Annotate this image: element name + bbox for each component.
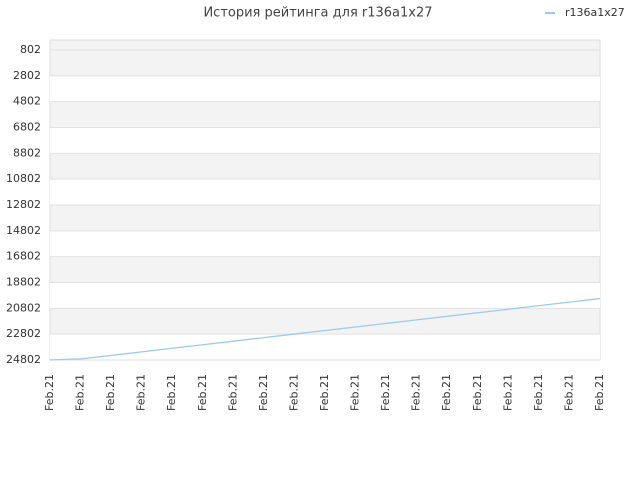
y-tick-label: 20802 <box>6 301 41 314</box>
x-tick-label: Feb.21 <box>104 374 117 411</box>
x-tick-label: Feb.21 <box>532 374 545 411</box>
grid-band <box>50 230 600 257</box>
x-tick-label: Feb.21 <box>349 374 362 411</box>
x-tick-label: Feb.21 <box>257 374 270 411</box>
x-tick-label: Feb.21 <box>318 374 331 411</box>
y-tick-label: 14802 <box>6 224 41 237</box>
y-tick-label: 12802 <box>6 198 41 211</box>
grid-band <box>50 179 600 205</box>
y-tick-label: 2802 <box>13 69 41 82</box>
y-tick-label: 6802 <box>13 120 41 133</box>
x-tick-label: Feb.21 <box>562 374 575 411</box>
x-tick-label: Feb.21 <box>43 374 56 411</box>
data-line <box>49 297 601 361</box>
x-tick-label: Feb.21 <box>226 374 239 411</box>
grid-band <box>50 127 600 154</box>
legend-label: r136a1x27 <box>565 6 625 19</box>
y-tick-label: 10802 <box>6 172 41 185</box>
x-tick-label: Feb.21 <box>593 374 606 411</box>
grid-band <box>50 282 600 309</box>
y-tick-label: 8802 <box>13 146 41 159</box>
y-tick-label: 802 <box>20 43 41 56</box>
x-tick-label: Feb.21 <box>74 374 87 411</box>
y-tick-label: 22802 <box>6 327 41 340</box>
y-tick-label: 4802 <box>13 95 41 108</box>
grid-band <box>50 334 600 360</box>
grid-band <box>50 75 600 102</box>
x-tick-label: Feb.21 <box>165 374 178 411</box>
x-tick-label: Feb.21 <box>287 374 300 411</box>
x-tick-label: Feb.21 <box>196 374 209 411</box>
x-tick-label: Feb.21 <box>440 374 453 411</box>
x-tick-label: Feb.21 <box>410 374 423 411</box>
x-tick-label: Feb.21 <box>135 374 148 411</box>
y-tick-label: 18802 <box>6 275 41 288</box>
y-tick-label: 24802 <box>6 353 41 366</box>
x-tick-label: Feb.21 <box>379 374 392 411</box>
x-tick-label: Feb.21 <box>501 374 514 411</box>
y-tick-label: 16802 <box>6 250 41 263</box>
chart-title: История рейтинга для r136a1x27 <box>203 6 432 21</box>
x-tick-label: Feb.21 <box>471 374 484 411</box>
